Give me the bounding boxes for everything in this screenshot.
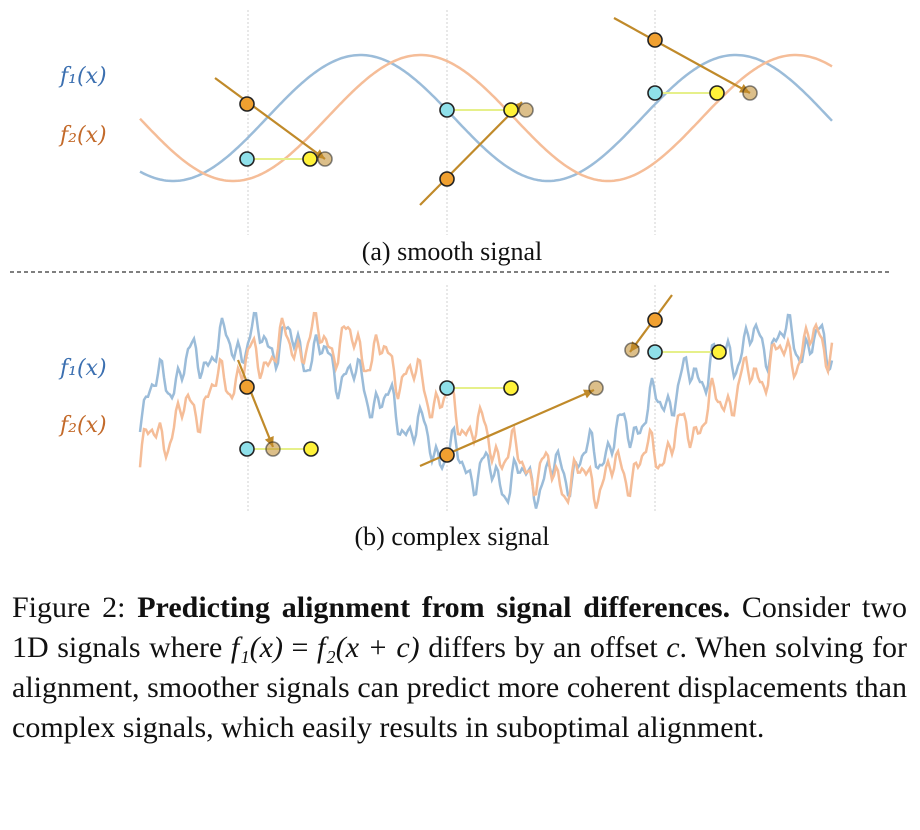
- panel-a-guides: [247, 10, 656, 235]
- eq-rhs: f₂(x + c): [316, 631, 420, 664]
- panel-a-f2-curve: [139, 53, 833, 183]
- f2-sample-point: [439, 447, 455, 463]
- displacement-arrow: [613, 17, 751, 94]
- panel-b-f1-label: f₁(x): [58, 356, 107, 381]
- displacement-arrow: [236, 359, 275, 448]
- panel-a-f1-label: f₁(x): [58, 64, 107, 89]
- target-point: [503, 380, 519, 396]
- panel-a-subcaption: (a) smooth signal: [362, 237, 543, 266]
- target-point: [711, 344, 727, 360]
- target-point: [303, 441, 319, 457]
- panel-b-f2-label: f₂(x): [58, 413, 107, 438]
- caption-text-2: differs by an offset: [428, 631, 658, 664]
- target-point: [709, 85, 725, 101]
- caption-text-1: Consider two 1D signals where: [12, 591, 907, 664]
- f1-sample-point: [647, 344, 663, 360]
- figure-caption: Figure 2: Predicting alignment from sign…: [12, 588, 907, 748]
- f2-sample-point: [239, 96, 255, 112]
- displacement-arrow: [214, 77, 326, 160]
- target-point: [503, 102, 519, 118]
- figure-label: Figure 2:: [12, 591, 126, 624]
- target-point: [302, 151, 318, 167]
- predicted-point: [317, 151, 333, 167]
- eq-op: =: [291, 631, 309, 664]
- predicted-point: [588, 380, 604, 396]
- panel-b-f2-curve: [138, 311, 834, 509]
- f1-sample-point: [647, 85, 663, 101]
- f1-sample-point: [439, 380, 455, 396]
- markers: [214, 17, 758, 468]
- f1-sample-point: [439, 102, 455, 118]
- displacement-arrow: [419, 101, 523, 206]
- offset-symbol: c: [666, 631, 680, 664]
- predicted-point: [518, 102, 534, 118]
- f2-sample-point: [647, 312, 663, 328]
- panel-b-f1-curve: [138, 311, 834, 509]
- caption-text-3: . When solving for alignment, smoother s…: [12, 631, 908, 744]
- figure: f₁(x) f₂(x) f₁(x) f₂(x) (a) smooth signa…: [10, 10, 892, 551]
- predicted-point: [624, 342, 640, 358]
- panel-b-subcaption: (b) complex signal: [355, 522, 550, 551]
- panel-a-f2-label: f₂(x): [58, 123, 107, 148]
- predicted-point: [265, 441, 281, 457]
- panel-b-guides: [247, 285, 656, 512]
- f2-sample-point: [439, 171, 455, 187]
- f2-sample-point: [647, 32, 663, 48]
- panel-a-f1-curve: [139, 53, 833, 183]
- predicted-point: [742, 85, 758, 101]
- f1-sample-point: [239, 151, 255, 167]
- f1-sample-point: [239, 441, 255, 457]
- f2-sample-point: [239, 379, 255, 395]
- eq-lhs: f₁(x): [230, 631, 283, 664]
- caption-title: Predicting alignment from signal differe…: [137, 591, 731, 624]
